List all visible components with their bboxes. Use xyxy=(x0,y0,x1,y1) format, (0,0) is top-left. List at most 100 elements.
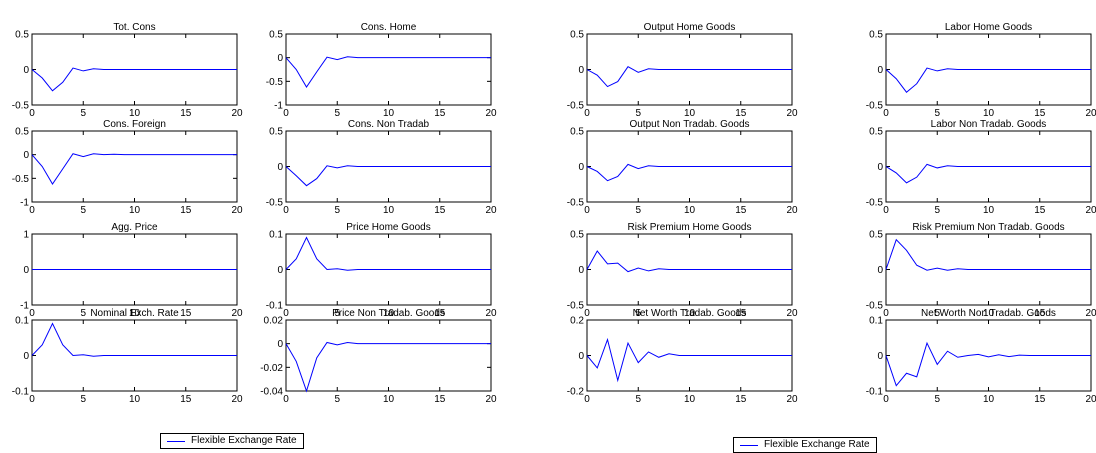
y-tick-label: 0.5 xyxy=(869,30,883,41)
y-tick-label: 0.5 xyxy=(15,127,29,138)
subplot-title: Cons. Home xyxy=(361,22,417,33)
x-tick-label: 0 xyxy=(29,205,35,216)
y-tick-label: -0.5 xyxy=(567,198,585,209)
subplot-title: Net Worth Non Tradab. Goods xyxy=(921,308,1056,319)
subplot-title: Risk Premium Home Goods xyxy=(628,222,752,233)
x-tick-label: 0 xyxy=(584,308,590,319)
x-tick-label: 20 xyxy=(1085,394,1096,405)
subplot-title: Output Home Goods xyxy=(644,22,736,33)
series-line xyxy=(586,337,792,383)
y-tick-label: -0.02 xyxy=(260,363,283,374)
y-tick-label: -0.5 xyxy=(12,174,30,185)
y-tick-label: 0.1 xyxy=(15,316,29,327)
x-tick-label: 20 xyxy=(485,308,497,319)
x-tick-label: 10 xyxy=(129,205,141,216)
y-tick-label: 0.5 xyxy=(869,230,883,241)
y-tick-label: 0 xyxy=(277,339,283,350)
y-tick-label: -0.5 xyxy=(266,77,284,88)
x-tick-label: 0 xyxy=(29,394,35,405)
x-tick-label: 5 xyxy=(334,308,340,319)
x-tick-label: 15 xyxy=(180,205,192,216)
subplot-title: Net Worth Tradab. Goods xyxy=(633,308,747,319)
series-line xyxy=(885,341,1091,387)
y-tick-label: -0.5 xyxy=(567,101,585,112)
series-line xyxy=(285,341,491,393)
x-tick-label: 10 xyxy=(684,205,696,216)
x-tick-label: 5 xyxy=(334,108,340,119)
x-tick-label: 5 xyxy=(334,394,340,405)
x-tick-label: 5 xyxy=(80,394,86,405)
y-tick-label: 0.5 xyxy=(570,230,584,241)
x-tick-label: 0 xyxy=(29,308,35,319)
x-tick-label: 15 xyxy=(735,205,747,216)
x-tick-label: 10 xyxy=(129,308,141,319)
series-line xyxy=(586,250,792,273)
x-tick-label: 10 xyxy=(383,394,395,405)
x-tick-label: 0 xyxy=(883,308,889,319)
y-tick-label: -0.5 xyxy=(866,101,884,112)
subplot-title: Tot. Cons xyxy=(113,22,155,33)
y-tick-label: 0 xyxy=(877,351,883,362)
y-tick-label: 0 xyxy=(277,265,283,276)
y-tick-label: 0.5 xyxy=(269,30,283,41)
legend-left: Flexible Exchange Rate xyxy=(160,433,304,449)
y-tick-label: -0.1 xyxy=(266,301,284,312)
y-tick-label: 0 xyxy=(23,150,29,161)
x-tick-label: 15 xyxy=(735,394,747,405)
subplot-title: Cons. Foreign xyxy=(103,119,166,130)
x-tick-label: 15 xyxy=(434,205,446,216)
x-tick-label: 15 xyxy=(180,308,192,319)
y-tick-label: -0.5 xyxy=(866,301,884,312)
y-tick-label: 0 xyxy=(877,265,883,276)
x-tick-label: 0 xyxy=(584,205,590,216)
x-tick-label: 20 xyxy=(786,205,798,216)
x-tick-label: 10 xyxy=(684,108,696,119)
y-tick-label: -1 xyxy=(20,198,29,209)
x-tick-label: 0 xyxy=(283,394,289,405)
x-tick-label: 0 xyxy=(883,108,889,119)
x-tick-label: 15 xyxy=(1034,308,1046,319)
x-tick-label: 20 xyxy=(1085,308,1096,319)
y-tick-label: 0 xyxy=(877,162,883,173)
y-tick-label: 0.5 xyxy=(570,30,584,41)
y-tick-label: -0.2 xyxy=(567,387,585,398)
x-tick-label: 10 xyxy=(983,394,995,405)
x-tick-label: 20 xyxy=(485,205,497,216)
x-tick-label: 15 xyxy=(1034,394,1046,405)
x-tick-label: 5 xyxy=(934,308,940,319)
y-tick-label: -0.04 xyxy=(260,387,283,398)
legend-label: Flexible Exchange Rate xyxy=(764,439,870,450)
x-tick-label: 0 xyxy=(283,308,289,319)
x-tick-label: 15 xyxy=(735,308,747,319)
x-tick-label: 10 xyxy=(983,205,995,216)
x-tick-label: 10 xyxy=(129,108,141,119)
x-tick-label: 15 xyxy=(434,108,446,119)
x-tick-label: 15 xyxy=(1034,205,1046,216)
x-tick-label: 5 xyxy=(635,205,641,216)
x-tick-label: 10 xyxy=(983,308,995,319)
y-tick-label: 0.1 xyxy=(269,230,283,241)
x-tick-label: 10 xyxy=(983,108,995,119)
x-tick-label: 15 xyxy=(735,108,747,119)
x-tick-label: 15 xyxy=(180,394,192,405)
subplot-title: Output Non Tradab. Goods xyxy=(629,119,749,130)
x-tick-label: 20 xyxy=(485,108,497,119)
y-tick-label: -0.1 xyxy=(12,387,30,398)
y-tick-label: -0.5 xyxy=(866,198,884,209)
y-tick-label: 0 xyxy=(578,162,584,173)
y-tick-label: 0.5 xyxy=(15,30,29,41)
legend-label: Flexible Exchange Rate xyxy=(191,435,297,446)
x-tick-label: 0 xyxy=(883,205,889,216)
y-tick-label: -0.5 xyxy=(12,101,30,112)
